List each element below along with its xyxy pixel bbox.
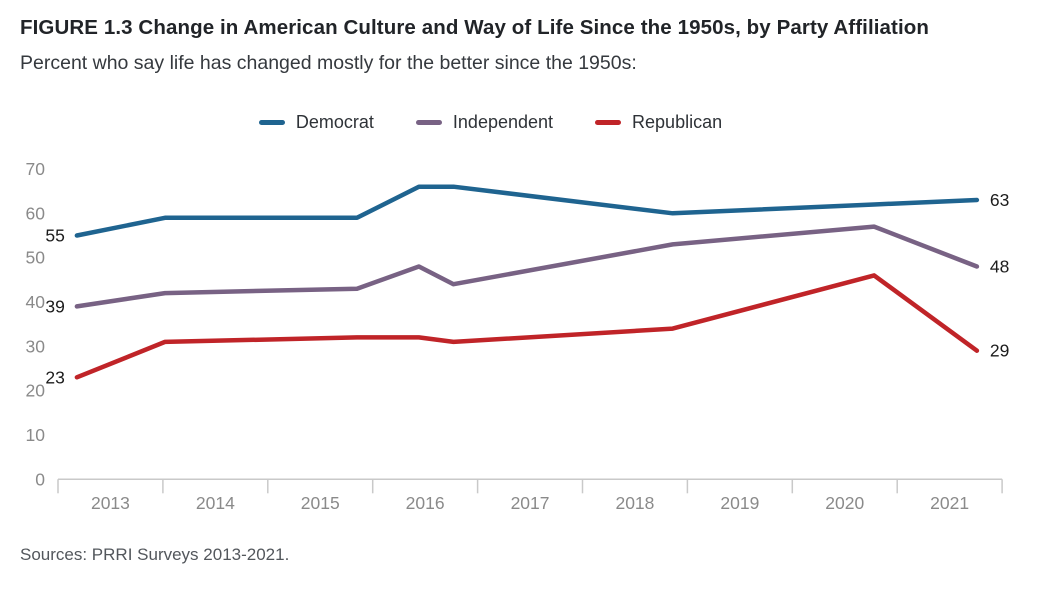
source-note: Sources: PRRI Surveys 2013-2021. [20, 545, 290, 564]
independent-line-swatch-icon [415, 120, 442, 125]
figure-title: FIGURE 1.3 Change in American Culture an… [20, 16, 930, 39]
x-tick-label: 2015 [301, 493, 340, 513]
republican-first-value-label: 23 [45, 367, 64, 387]
legend-label-democrat: Democrat [295, 112, 374, 132]
x-tick-label: 2018 [615, 493, 654, 513]
y-tick-label: 60 [26, 203, 46, 223]
democrat-line [74, 184, 980, 238]
x-tick-label: 2021 [930, 493, 969, 513]
democrat-last-value-label: 63 [990, 190, 1009, 210]
figure-subtitle: Percent who say life has changed mostly … [20, 52, 637, 74]
legend-item-independent: Independent [415, 112, 554, 133]
democrat-first-value-label: 55 [45, 225, 64, 245]
y-tick-label: 70 [26, 159, 46, 179]
independent-last-value-label: 48 [990, 257, 1009, 277]
x-tick-label: 2014 [196, 493, 235, 513]
legend-label-independent: Independent [452, 112, 554, 132]
y-tick-label: 0 [35, 469, 45, 489]
x-tick-label: 2016 [406, 493, 445, 513]
y-tick-label: 10 [26, 425, 46, 445]
independent-first-value-label: 39 [45, 296, 64, 316]
chart-legend: Democrat Independent Republican [0, 112, 1037, 133]
republican-line [74, 273, 980, 380]
x-tick-label: 2017 [511, 493, 550, 513]
y-tick-label: 40 [26, 292, 46, 312]
republican-line-swatch-icon [595, 120, 622, 125]
democrat-line-swatch-icon [258, 120, 285, 125]
y-tick-label: 20 [26, 381, 46, 401]
legend-label-republican: Republican [632, 112, 723, 132]
y-tick-label: 30 [26, 336, 46, 356]
legend-item-democrat: Democrat [258, 112, 374, 133]
x-tick-label: 2019 [720, 493, 759, 513]
independent-line [74, 224, 980, 309]
x-tick-label: 2020 [825, 493, 864, 513]
y-tick-label: 50 [26, 248, 46, 268]
x-tick-label: 2013 [91, 493, 130, 513]
republican-last-value-label: 29 [990, 341, 1009, 361]
legend-item-republican: Republican [595, 112, 722, 133]
